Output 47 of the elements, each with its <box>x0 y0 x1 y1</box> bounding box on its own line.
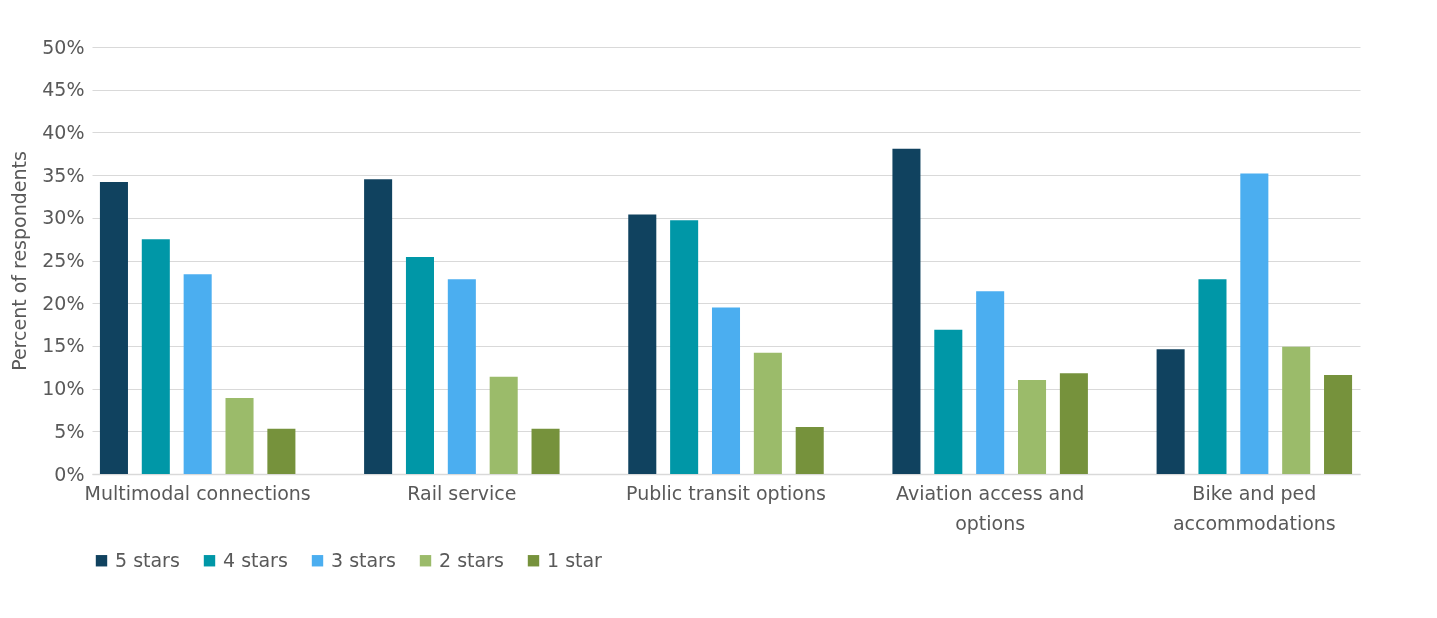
bar <box>795 427 824 474</box>
legend-label: 3 stars <box>331 548 396 571</box>
bar <box>1282 346 1311 474</box>
legend-label: 5 stars <box>115 548 180 571</box>
bar <box>267 428 296 474</box>
bar <box>364 179 393 474</box>
bar <box>531 428 560 474</box>
bar <box>1240 173 1269 474</box>
y-tick-label: 0% <box>54 462 85 485</box>
y-tick-label: 20% <box>42 291 85 314</box>
legend-label: 1 star <box>547 548 603 571</box>
bar <box>1059 373 1088 474</box>
bar <box>1156 349 1185 474</box>
bar <box>892 148 921 474</box>
y-tick-label: 30% <box>42 206 85 229</box>
y-tick-label: 45% <box>42 78 85 101</box>
bar <box>447 279 476 474</box>
bar <box>489 376 518 474</box>
legend-label: 4 stars <box>223 548 288 571</box>
bar <box>405 257 434 474</box>
bar <box>753 352 782 474</box>
bar <box>1018 380 1047 474</box>
y-tick-label: 50% <box>42 35 85 58</box>
y-tick-label: 10% <box>42 377 85 400</box>
y-axis-title: Percent of respondents <box>8 151 31 371</box>
bar <box>141 239 170 474</box>
x-tick-label: Rail service <box>407 481 517 504</box>
x-tick-label: Multimodal connections <box>84 481 311 504</box>
y-tick-label: 25% <box>42 249 85 271</box>
x-tick-label: Aviation access and options <box>896 481 1085 534</box>
bar <box>934 329 963 474</box>
bar <box>99 181 128 474</box>
y-tick-label: 15% <box>42 334 85 357</box>
bar <box>1198 279 1227 474</box>
legend-label: 2 stars <box>439 548 504 571</box>
y-tick-label: 5% <box>54 419 85 442</box>
y-tick-label: 35% <box>42 163 85 186</box>
x-tick-label: Bike and ped accommodations <box>1172 481 1336 534</box>
bar <box>183 274 212 474</box>
bar <box>628 214 657 474</box>
y-tick-label: 40% <box>42 120 85 143</box>
bar <box>976 291 1005 474</box>
bar <box>225 397 254 474</box>
bar <box>1324 374 1353 474</box>
bar <box>711 307 741 474</box>
x-tick-label: Public transit options <box>626 481 826 504</box>
bar <box>670 220 699 474</box>
